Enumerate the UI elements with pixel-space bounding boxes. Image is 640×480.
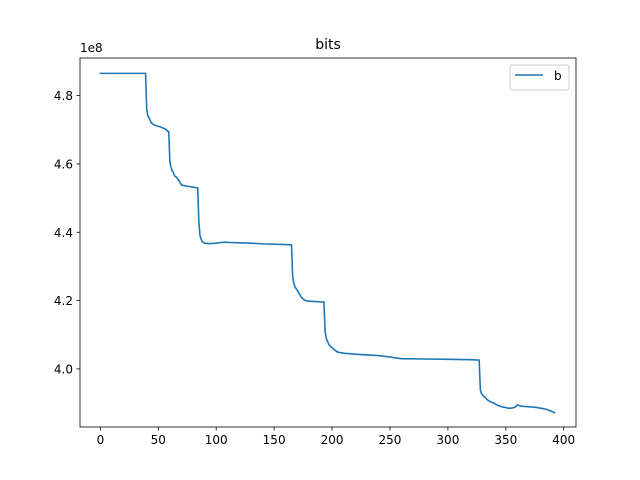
y-axis-offset-text: 1e8 xyxy=(80,41,103,55)
x-tick-label: 150 xyxy=(263,433,286,447)
x-tick-label: 100 xyxy=(205,433,228,447)
series-line-b xyxy=(99,72,556,414)
x-tick-label: 400 xyxy=(552,433,575,447)
x-tick-label: 50 xyxy=(151,433,166,447)
y-tick-label: 4.8 xyxy=(54,89,73,103)
y-tick-label: 4.4 xyxy=(54,226,73,240)
x-axis: 0 50 100 150 200 250 300 350 400 xyxy=(97,427,575,447)
y-tick-label: 4.6 xyxy=(54,157,73,171)
x-tick-label: 0 xyxy=(97,433,105,447)
x-tick-label: 250 xyxy=(379,433,402,447)
legend: b xyxy=(509,64,570,91)
legend-label: b xyxy=(554,69,562,83)
y-tick-label: 4.2 xyxy=(54,294,73,308)
x-tick-label: 300 xyxy=(436,433,459,447)
axes-frame xyxy=(79,57,577,428)
legend-box xyxy=(509,64,570,91)
plot-area: 0 50 100 150 200 250 300 350 400 4.0 4.2 4.4 4.6 4.8 xyxy=(54,57,577,447)
x-tick-label: 200 xyxy=(321,433,344,447)
y-axis: 4.0 4.2 4.4 4.6 4.8 xyxy=(54,89,80,376)
chart-title: bits xyxy=(315,37,341,53)
series-layer xyxy=(99,72,556,414)
y-tick-label: 4.0 xyxy=(54,362,73,376)
x-tick-label: 350 xyxy=(494,433,517,447)
